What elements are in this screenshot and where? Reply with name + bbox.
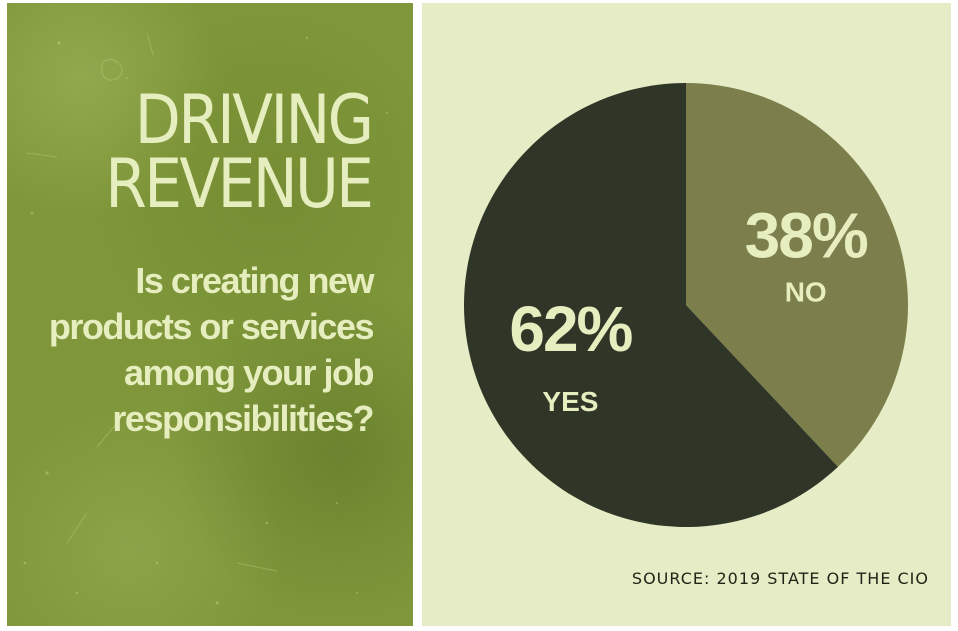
pie-label-no: NO [785, 277, 827, 308]
grunge-texture [23, 32, 388, 605]
chart-panel: 38% NO 62% YES SOURCE: 2019 STATE OF THE CI… [422, 3, 951, 626]
pie-value-no: 38% [745, 200, 868, 272]
headline-line-1: DRIVING [134, 81, 373, 160]
headline: DRIVING REVENUE [104, 81, 374, 224]
headline-line-2: REVENUE [104, 145, 374, 224]
pie-slice-no [686, 83, 908, 467]
pie-slice-yes [463, 83, 838, 527]
pie-label-yes: YES [542, 386, 598, 417]
pie-value-yes: 62% [509, 293, 632, 365]
left-panel: DRIVING REVENUE Is creating new products… [7, 3, 413, 626]
pie-chart: 38% NO 62% YES [463, 83, 908, 527]
survey-question: Is creating new products or services amo… [48, 260, 375, 439]
source-note: SOURCE: 2019 STATE OF THE CIO [631, 569, 929, 588]
